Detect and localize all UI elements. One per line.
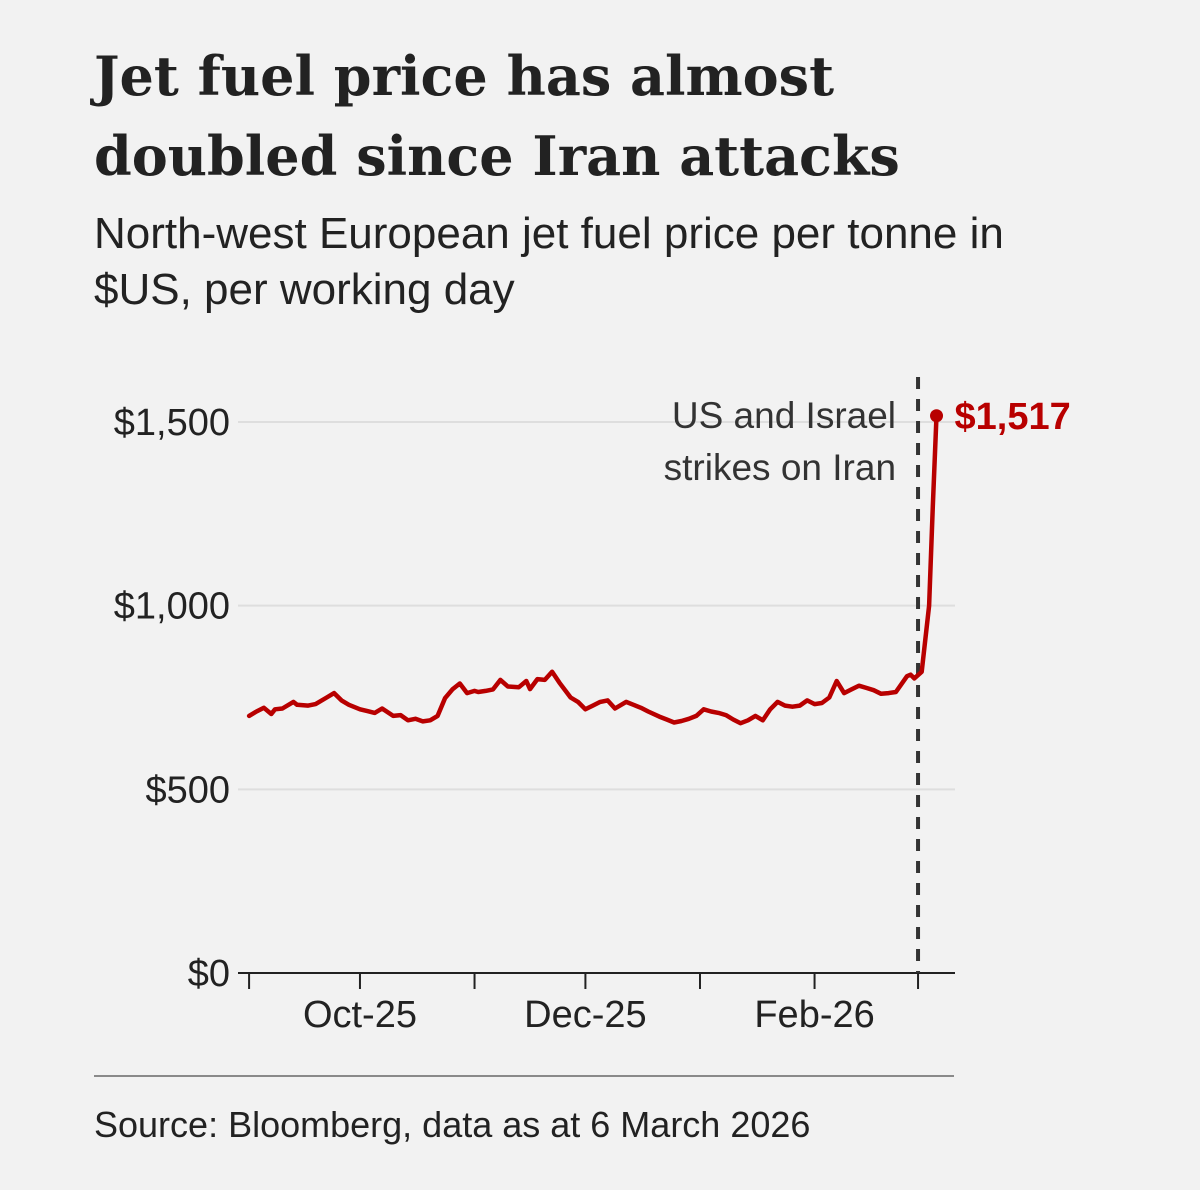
x-tick-label: Feb-26 (754, 994, 874, 1036)
x-tick-label: Dec-25 (524, 994, 647, 1036)
y-tick-label: $0 (188, 953, 230, 995)
x-tick-label: Oct-25 (303, 994, 417, 1036)
last-value-point (930, 409, 944, 423)
event-annotation-text: strikes on Iran (664, 447, 896, 488)
event-annotation-text: US and Israel (672, 395, 896, 436)
series: $1,517 (246, 396, 1071, 726)
line-chart: $0 $500 $1,000 $1,500 Oct-25 Dec-25 Feb-26 US… (114, 377, 1071, 1036)
last-value-label: $1,517 (955, 396, 1071, 438)
x-axis: Oct-25 Dec-25 Feb-26 (238, 972, 955, 1036)
series-line (246, 413, 939, 726)
y-axis: $0 $500 $1,000 $1,500 (114, 402, 230, 995)
y-tick-label: $500 (145, 769, 230, 811)
source-note: Source: Bloomberg, data as at 6 March 20… (94, 1104, 811, 1145)
y-tick-label: $1,500 (114, 402, 230, 444)
annotations: US and Israel strikes on Iran (664, 377, 921, 973)
source-divider (94, 1075, 954, 1077)
chart-title: Jet fuel price has almost doubled since … (94, 44, 900, 188)
gridlines (238, 421, 955, 791)
y-tick-label: $1,000 (114, 586, 230, 628)
chart-subtitle: North-west European jet fuel price per t… (94, 209, 1004, 314)
